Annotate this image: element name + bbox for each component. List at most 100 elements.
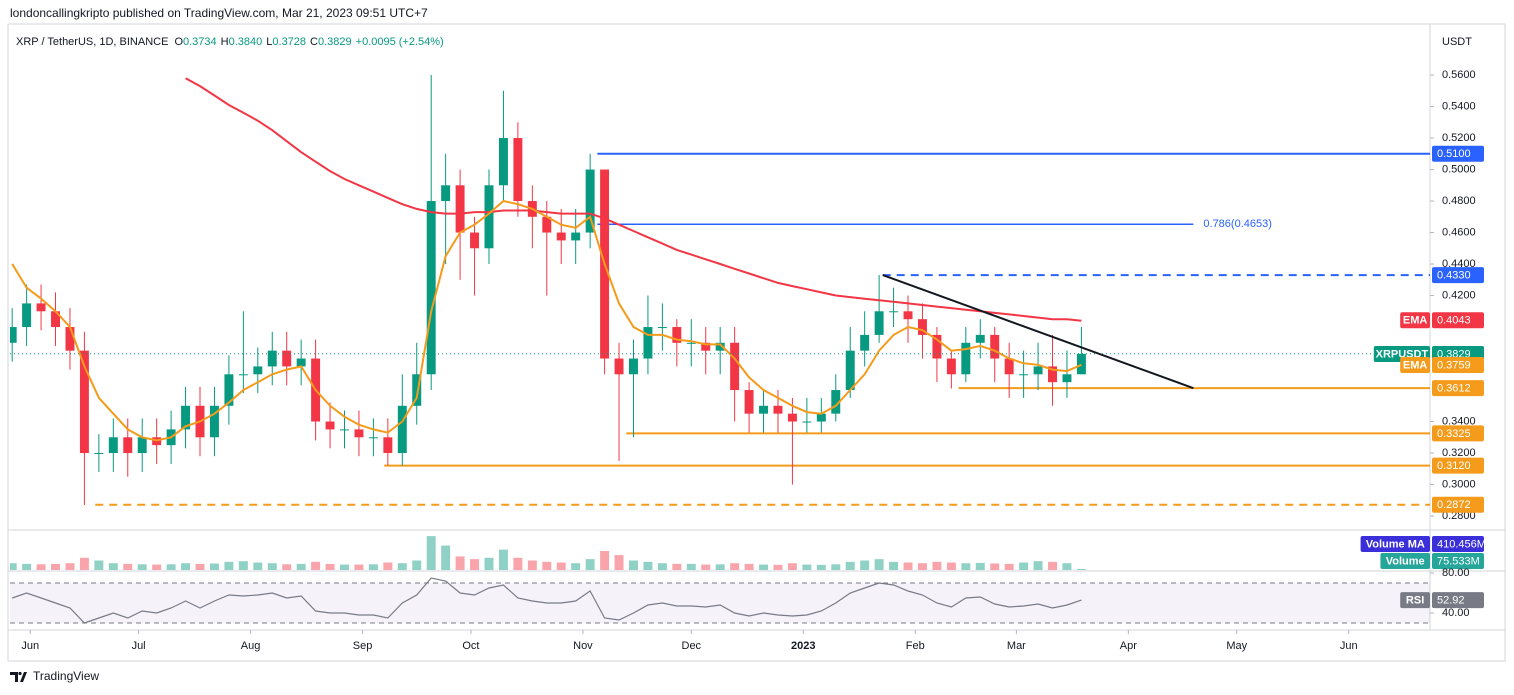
y-tick-label: 0.2800 (1442, 510, 1476, 522)
candle-body (224, 374, 234, 406)
axis-badge (1432, 145, 1484, 162)
candle-body (267, 350, 277, 367)
volume-bar (600, 551, 610, 570)
candle-body (759, 405, 769, 414)
axis-badge-value: 0.2872 (1437, 499, 1471, 511)
volume-bar (759, 564, 769, 570)
volume-bar (903, 562, 913, 570)
candle-body (874, 311, 884, 335)
candle-body (1004, 358, 1014, 375)
volume-bar (571, 563, 581, 570)
candle-body (556, 232, 566, 241)
x-tick-label: Jun (21, 640, 39, 652)
candle-body (1048, 366, 1057, 383)
candle-body (22, 303, 32, 328)
axis-badge-name-box (1400, 356, 1430, 373)
candle-body (368, 437, 378, 439)
volume-bar (441, 545, 451, 570)
axis-badge-value: 0.5100 (1437, 148, 1471, 160)
volume-bar (238, 561, 248, 570)
brand: TradingView (33, 669, 99, 683)
x-tick-label: Jul (132, 640, 146, 652)
y-tick-label: 0.5400 (1442, 100, 1476, 112)
volume-bar (990, 563, 1000, 570)
volume-bar (715, 564, 725, 570)
candle-body (629, 358, 638, 375)
volume-bar (397, 563, 407, 570)
axis-badge-name: RSI (1406, 594, 1424, 606)
candle-body (889, 311, 899, 313)
candle-body (657, 327, 667, 329)
axis-badge (1432, 312, 1484, 329)
candle-body (946, 358, 956, 375)
y-tick-label: 0.4200 (1442, 289, 1476, 301)
candle-body (36, 303, 46, 312)
y-tick-label: 0.5200 (1442, 132, 1476, 144)
ema-line (11, 199, 1082, 442)
volume-bar (1076, 568, 1086, 570)
axis-badge-name-box (1400, 592, 1430, 609)
candle-body (455, 185, 465, 233)
x-tick-label: Nov (573, 640, 593, 652)
price-pane: 0.786(0.4653) (10, 75, 1430, 506)
candle-body (672, 327, 682, 343)
axis-badge-value: 410.456M (1437, 538, 1486, 550)
axis-badge (1432, 425, 1484, 442)
candle-body (181, 405, 191, 430)
axis-badge-value: 0.4043 (1437, 315, 1471, 327)
axis-badge (1432, 553, 1484, 569)
volume-bar (296, 563, 306, 570)
y-tick-label: 0.5000 (1442, 163, 1476, 175)
volume-bar (267, 563, 277, 570)
x-tick-label: Mar (1007, 640, 1026, 652)
volume-pane (10, 536, 1086, 570)
candle-body (79, 350, 89, 454)
volume-bar (311, 561, 321, 570)
candle-body (744, 390, 754, 414)
volume-bar (845, 561, 855, 570)
candle-body (325, 421, 335, 430)
volume-bar (108, 563, 118, 570)
ohlc-value: 0.3840 (229, 36, 263, 48)
candle-body (686, 342, 696, 344)
candle-body (845, 350, 855, 391)
symbol: XRP / TetherUS, 1D, BINANCE (16, 36, 168, 48)
candle-body (51, 311, 60, 328)
volume-bar (672, 563, 682, 570)
x-tick-label: Aug (241, 640, 261, 652)
volume-bar (527, 560, 537, 570)
rsi-tick-label: 40.00 (1442, 607, 1470, 619)
volume-bar (94, 560, 104, 570)
candle-body (1062, 374, 1072, 383)
candle-body (787, 413, 797, 422)
volume-bar (65, 563, 75, 570)
ohlc-value: 0.3734 (183, 36, 217, 48)
volume-bar (123, 563, 133, 570)
volume-bar (340, 564, 349, 570)
volume-bar (831, 564, 841, 570)
volume-bar (455, 556, 465, 570)
ohlc-value: 0.3829 (318, 36, 352, 48)
candle-body (397, 405, 407, 454)
axis-badge-name-box (1360, 536, 1430, 552)
x-tick-label: Jun (1340, 640, 1358, 652)
volume-bar (282, 564, 292, 570)
volume-bar (253, 562, 263, 570)
candle-body (961, 342, 971, 375)
axis-badge-value: 0.3612 (1437, 383, 1471, 395)
axis-badge (1432, 536, 1484, 552)
volume-bar (426, 536, 436, 570)
volume-bar (383, 562, 393, 570)
volume-bar (195, 563, 205, 570)
volume-bar (946, 562, 956, 570)
candle-body (470, 232, 480, 249)
axis-badge-value: 0.3120 (1437, 460, 1471, 472)
volume-bar (368, 564, 378, 570)
volume-bar (51, 563, 60, 570)
candle-body (773, 405, 783, 414)
axis-badge (1432, 267, 1484, 284)
candle-body (296, 358, 306, 367)
x-tick-label: Sep (353, 640, 373, 652)
volume-bar (744, 563, 754, 570)
candle-body (238, 374, 248, 376)
